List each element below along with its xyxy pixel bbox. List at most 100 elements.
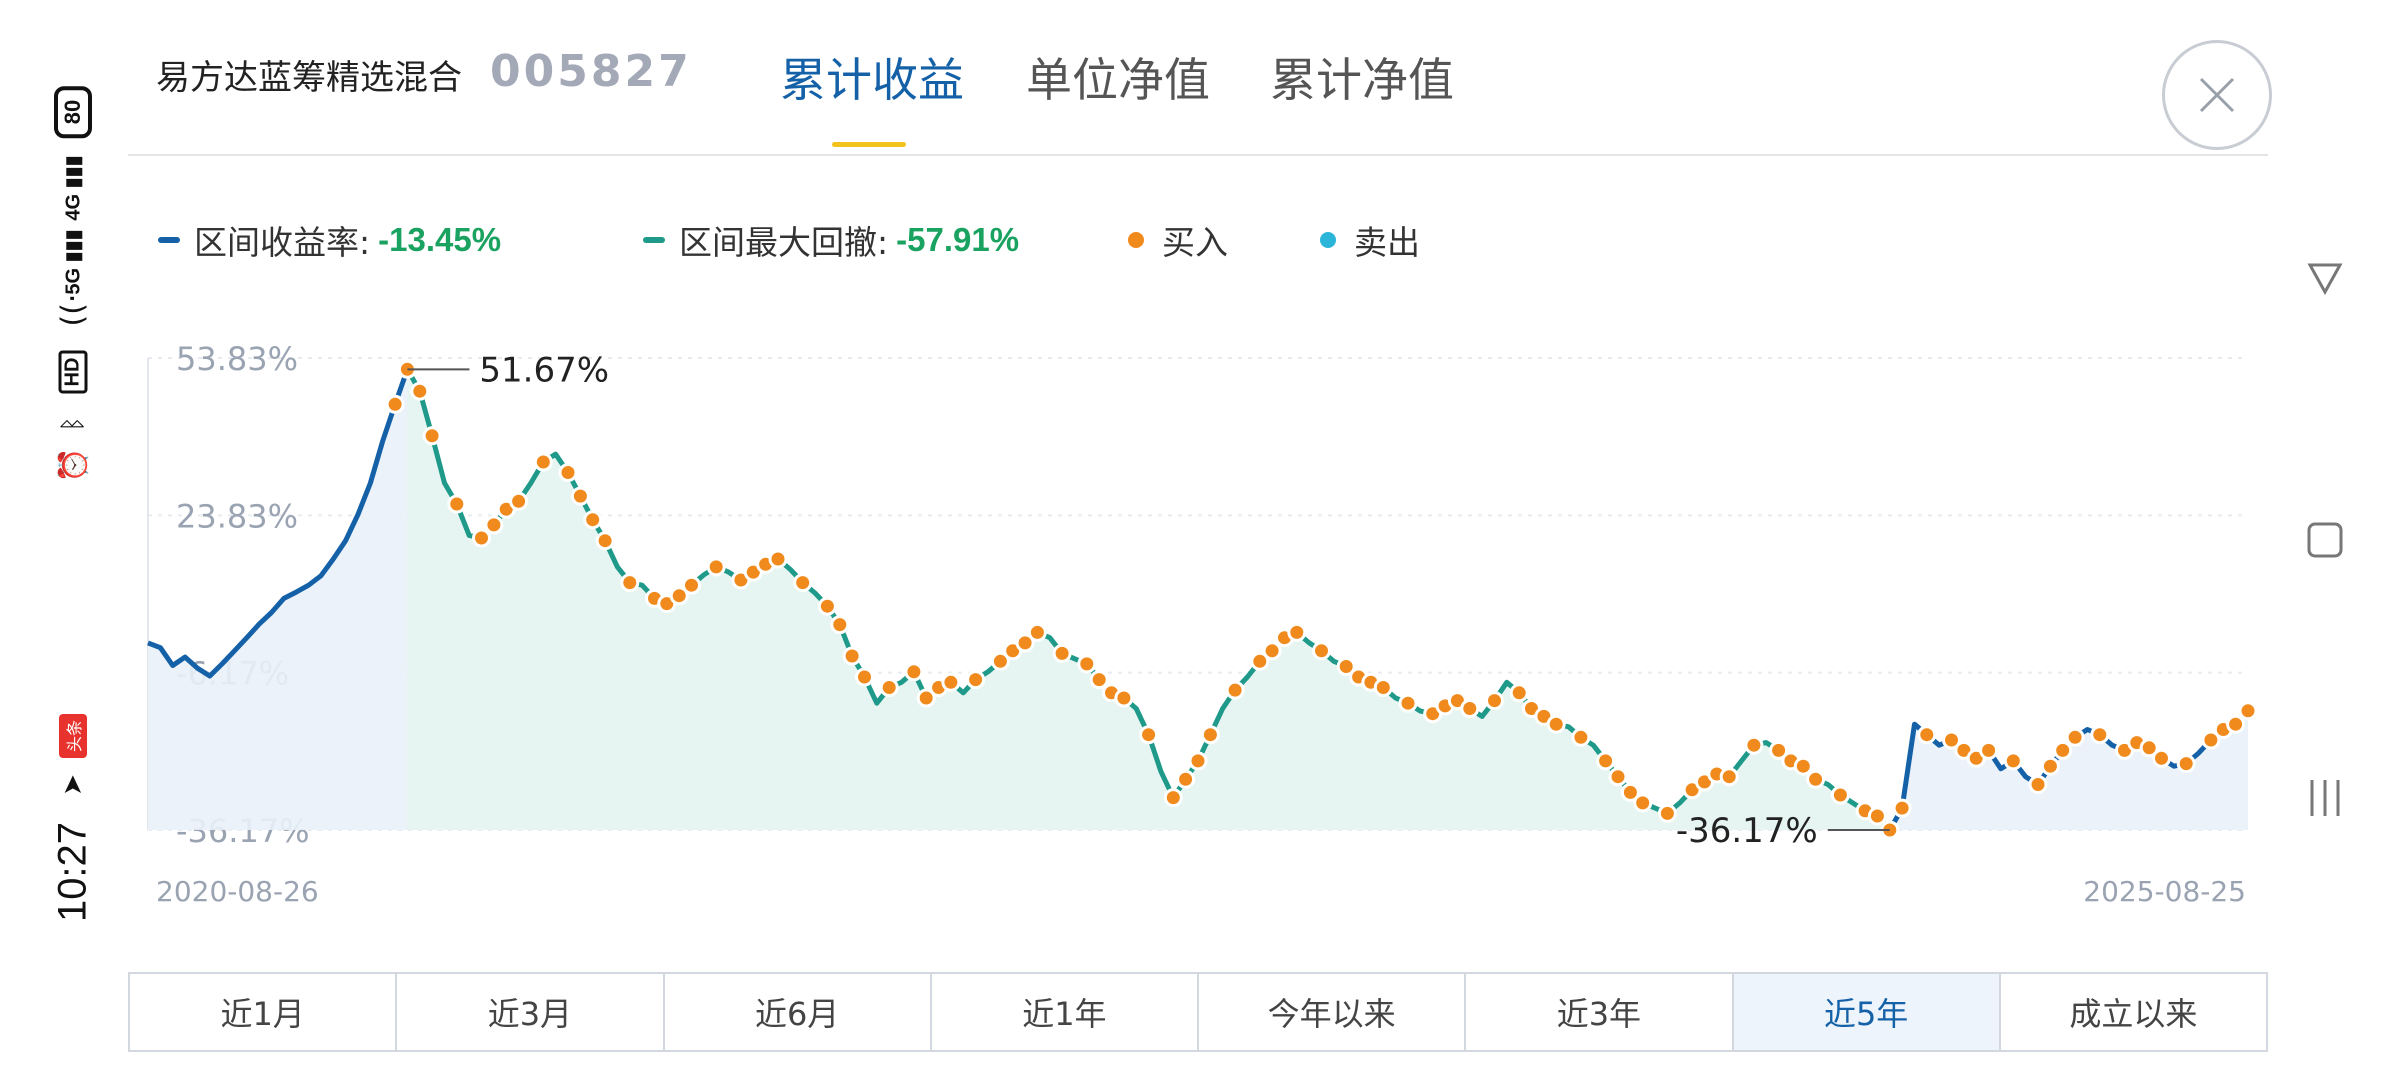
buy-marker <box>2226 714 2246 734</box>
range-1m[interactable]: 近1月 <box>130 974 398 1050</box>
buy-marker <box>2003 751 2023 771</box>
recents-lines-icon[interactable] <box>2306 778 2344 822</box>
x-end-date: 2025-08-25 <box>2083 875 2246 908</box>
signal-4g-icon: 4G ▮▮▮ <box>62 155 85 221</box>
hd-call-icon: HD <box>58 350 88 394</box>
header: 易方达蓝筹精选混合 005827 累计收益 单位净值 累计净值 <box>128 0 2272 156</box>
buy-marker <box>1830 785 1850 805</box>
hd-label: HD <box>61 357 84 387</box>
drawdown-swatch <box>643 237 665 243</box>
status-bar: 80 4G ▮▮▮ 5G ▮▮▮ ((· HD ᛒ ⏰ 头条 ➤ 10:27 <box>0 0 150 1080</box>
buy-marker <box>1571 727 1591 747</box>
buy-marker <box>1188 751 1208 771</box>
buy-marker <box>1806 769 1826 789</box>
legend-buy: 买入 <box>1128 215 1228 265</box>
return-value: -13.45% <box>378 221 502 258</box>
drawdown-value: -57.91% <box>896 221 1020 258</box>
network-5g-label: 5G <box>62 267 85 295</box>
legend-return: 区间收益率: -13.45% <box>158 215 501 265</box>
fund-chart-card: 易方达蓝筹精选混合 005827 累计收益 单位净值 累计净值 区间收益率: -… <box>128 0 2272 1080</box>
trough-annotation-label: -36.17% <box>1676 811 1818 850</box>
range-1y[interactable]: 近1年 <box>932 974 1199 1050</box>
buy-marker <box>904 662 924 682</box>
battery-level: 80 <box>60 99 85 125</box>
range-3m[interactable]: 近3月 <box>397 974 665 1050</box>
buy-marker <box>509 491 529 511</box>
buy-marker <box>879 678 899 697</box>
buy-marker <box>620 573 640 593</box>
buy-marker <box>1336 657 1356 676</box>
drawdown-area-fill <box>407 369 1890 830</box>
buy-marker <box>1077 654 1097 674</box>
buy-marker <box>2090 725 2110 745</box>
buy-marker <box>941 672 961 692</box>
buy-marker <box>1015 633 1035 653</box>
buy-marker <box>2028 775 2048 794</box>
active-tab-indicator <box>832 142 906 147</box>
alarm-icon: ⏰ <box>56 447 90 483</box>
buy-marker <box>1139 725 1159 745</box>
buy-marker <box>484 515 504 535</box>
series-line-pre-peak <box>147 368 410 679</box>
buy-marker <box>1114 688 1134 708</box>
buy-marker <box>793 573 813 593</box>
y-tick-label: 53.83% <box>176 340 298 378</box>
range-3y[interactable]: 近3年 <box>1466 974 1734 1050</box>
range-5y[interactable]: 近5年 <box>1733 974 2001 1050</box>
buy-marker <box>1262 641 1282 661</box>
bluetooth-icon: ᛒ <box>58 416 88 432</box>
buy-swatch <box>1128 232 1144 248</box>
buy-marker <box>1509 683 1529 703</box>
buy-marker <box>1200 725 1220 745</box>
close-button[interactable] <box>2162 40 2272 150</box>
buy-marker <box>1250 651 1270 671</box>
home-square-icon[interactable] <box>2306 521 2344 563</box>
buy-marker <box>1867 806 1887 826</box>
buy-marker <box>706 557 726 577</box>
buy-marker <box>410 381 430 401</box>
y-tick-label: 23.83% <box>176 497 298 535</box>
tab-unit-nav[interactable]: 单位净值 <box>1026 53 1210 107</box>
buy-marker <box>2152 748 2171 768</box>
buy-marker <box>583 510 603 530</box>
status-time: 10:27 <box>50 821 95 923</box>
buy-marker <box>1398 693 1418 713</box>
buy-marker <box>1719 767 1739 787</box>
buy-marker <box>447 494 467 514</box>
send-icon: ➤ <box>58 774 88 796</box>
back-triangle-icon[interactable] <box>2307 260 2343 300</box>
legend-drawdown: 区间最大回撤: -57.91% <box>643 215 1019 265</box>
buy-marker <box>1620 782 1640 802</box>
buy-marker <box>1089 670 1109 690</box>
buy-marker <box>1052 643 1072 663</box>
buy-marker <box>1744 735 1764 755</box>
signal-5g-icon: 5G ▮▮▮ <box>62 229 85 295</box>
buy-marker <box>2065 727 2085 747</box>
range-ytd[interactable]: 今年以来 <box>1199 974 1467 1050</box>
buy-marker <box>1312 641 1331 661</box>
buy-marker <box>990 651 1010 671</box>
toutiao-icon: 头条 <box>59 713 87 759</box>
buy-marker <box>842 646 862 666</box>
buy-marker <box>570 486 590 506</box>
return-chart[interactable]: 53.83%23.83%-6.17%-36.17%51.67%-36.17% <box>128 330 2268 850</box>
tab-cumulative-return[interactable]: 累计收益 <box>780 53 964 107</box>
buy-marker <box>669 586 689 606</box>
buy-marker <box>533 452 553 472</box>
buy-marker <box>1287 622 1307 642</box>
wifi-icon: ((· <box>55 293 91 327</box>
buy-marker <box>558 463 578 482</box>
buy-marker <box>1546 714 1566 734</box>
navigation-bar <box>2250 0 2400 1080</box>
range-since-inception[interactable]: 成立以来 <box>2069 995 2198 1033</box>
buy-marker <box>472 528 491 548</box>
network-4g-label: 4G <box>62 193 85 221</box>
buy-marker <box>1163 788 1183 808</box>
buy-marker <box>682 575 701 595</box>
buy-marker <box>1373 678 1393 697</box>
buy-marker <box>966 670 986 690</box>
fund-name: 易方达蓝筹精选混合 <box>156 58 462 98</box>
range-6m[interactable]: 近6月 <box>665 974 932 1050</box>
tab-cumulative-nav[interactable]: 累计净值 <box>1270 53 1454 107</box>
return-label: 区间收益率: <box>194 223 371 262</box>
